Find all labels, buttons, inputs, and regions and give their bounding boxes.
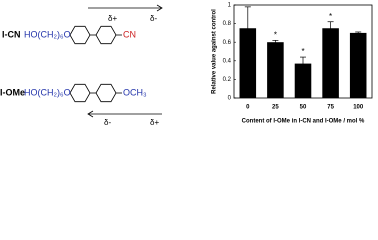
end-group: CN	[123, 29, 136, 39]
compound-label: I-OMe	[0, 87, 25, 97]
y-tick-label: 0.6	[223, 40, 232, 46]
dipole-label: δ-	[104, 118, 111, 127]
y-tick-label: 0.4	[223, 58, 232, 64]
x-tick-label: 75	[327, 105, 334, 111]
compound-label: I-CN	[2, 29, 21, 39]
benzene-ring	[69, 83, 91, 103]
chain: HO(CH₂)₆O	[24, 29, 71, 39]
benzene-ring	[69, 25, 91, 45]
x-tick-label: 0	[246, 105, 250, 111]
benzene-ring	[95, 83, 117, 103]
arrow-head	[156, 4, 163, 12]
bar	[267, 42, 284, 98]
bar	[349, 32, 367, 98]
x-tick-label: 100	[353, 105, 364, 111]
bar	[294, 63, 312, 98]
dipole-label: δ+	[150, 118, 159, 127]
benzene-ring	[95, 25, 117, 45]
x-tick-label: 50	[300, 105, 307, 111]
end-group: OCH₃	[123, 87, 147, 97]
significance-label: *	[329, 12, 332, 21]
significance-label: *	[301, 47, 304, 56]
y-axis-label: Relative value against control	[212, 9, 218, 94]
chart: 0 0.2 0.4 0.6 0.8 1 Relative value against con…	[212, 3, 373, 125]
bar	[239, 28, 257, 98]
dipole-label: δ+	[108, 14, 117, 23]
arrow-head	[87, 110, 94, 118]
figure: I-CN HO(CH₂)₆O CN δ+ δ- I-OMe HO(CH₂)₆O …	[0, 3, 373, 127]
chain: HO(CH₂)₆O	[24, 87, 71, 97]
significance-label: *	[274, 30, 277, 39]
dipole-label: δ-	[150, 14, 157, 23]
y-tick-label: 0	[228, 96, 232, 102]
bar	[322, 28, 339, 98]
x-axis-label: Content of I-OMe in I-CN and I-OMe / mol…	[242, 119, 365, 125]
y-tick-label: 1	[228, 3, 232, 9]
structures	[69, 4, 163, 118]
y-tick-label: 0.8	[223, 21, 232, 27]
y-tick-label: 0.2	[223, 77, 232, 83]
x-tick-label: 25	[272, 105, 279, 111]
